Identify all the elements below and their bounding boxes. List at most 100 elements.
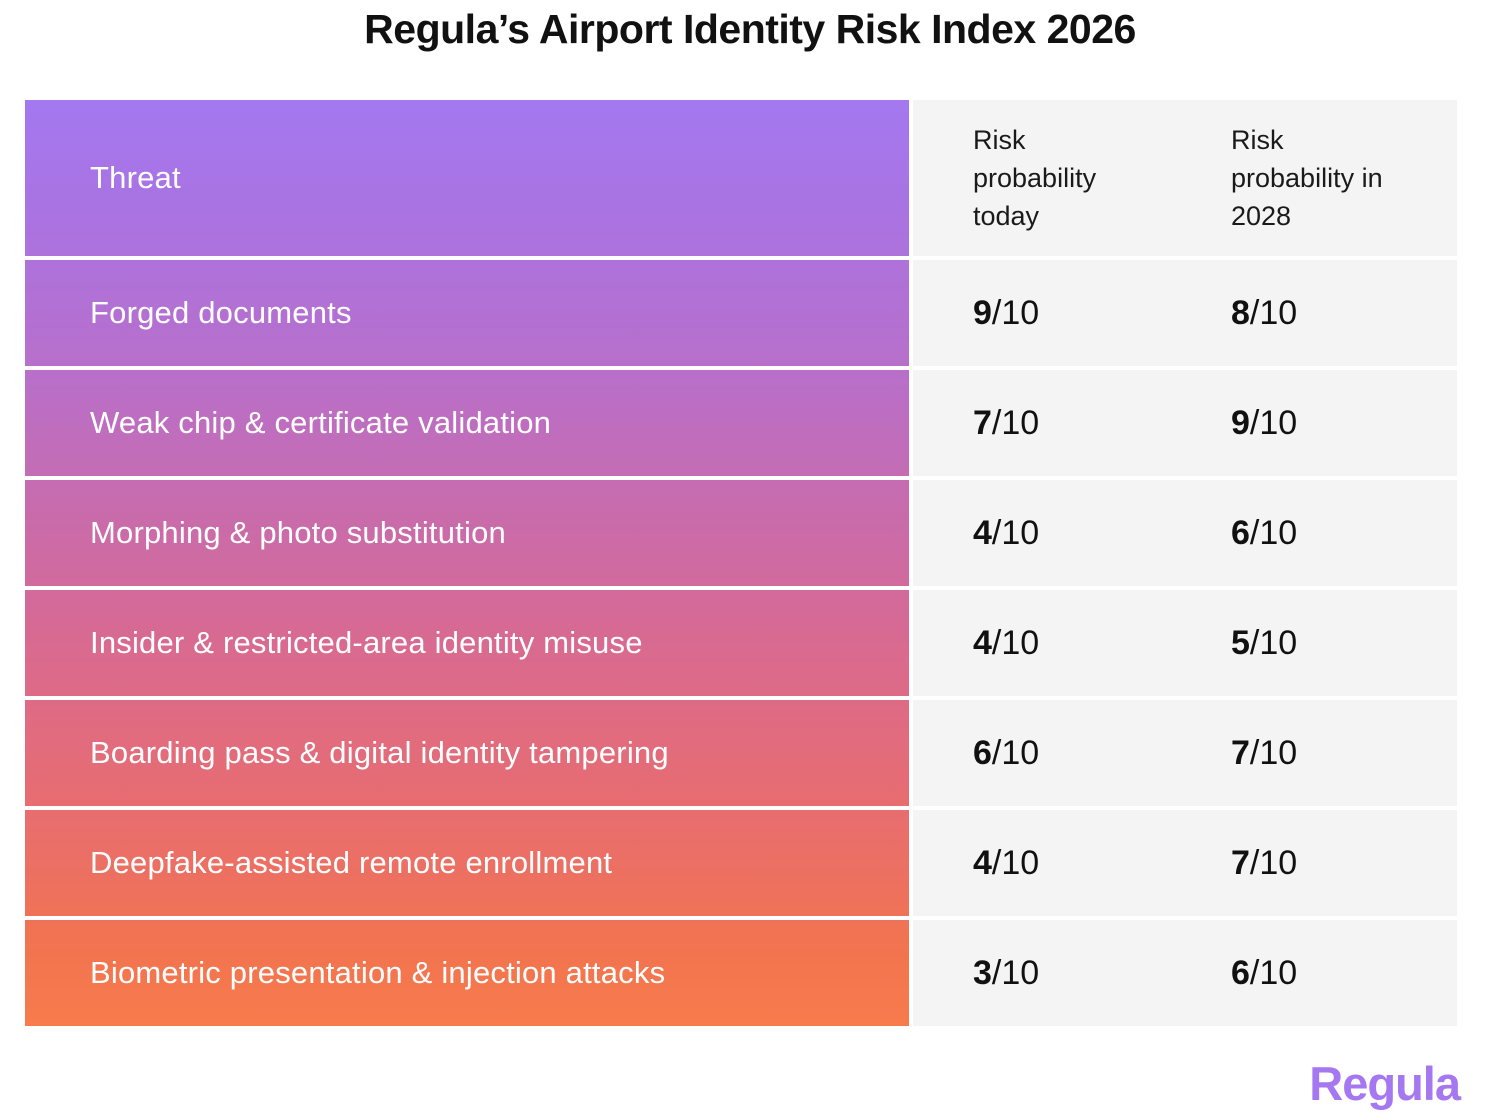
threat-cell: Boarding pass & digital identity tamperi…	[25, 700, 909, 806]
threat-label: Biometric presentation & injection attac…	[90, 955, 666, 990]
score-number: 5	[1231, 623, 1250, 662]
score-today: 4/10	[973, 514, 1039, 553]
score-today: 3/10	[973, 954, 1039, 993]
column-divider	[909, 920, 913, 1026]
table-row: Deepfake-assisted remote enrollment 4/10…	[25, 810, 1457, 916]
value-2028: 5/10	[1171, 590, 1457, 696]
score-unit: /10	[1249, 953, 1298, 992]
threat-cell: Insider & restricted-area identity misus…	[25, 590, 909, 696]
score-number: 3	[973, 953, 992, 992]
threat-label: Forged documents	[90, 295, 352, 330]
score-number: 7	[1231, 843, 1250, 882]
score-number: 9	[973, 293, 992, 332]
threat-cell: Morphing & photo substitution	[25, 480, 909, 586]
score-unit: /10	[1249, 513, 1298, 552]
values-cell: 4/10 7/10	[913, 810, 1457, 916]
column-divider	[909, 260, 913, 366]
table-row: Morphing & photo substitution 4/10 6/10	[25, 480, 1457, 586]
header-threat-label: Threat	[90, 160, 181, 195]
score-unit: /10	[991, 953, 1040, 992]
threat-cell: Weak chip & certificate validation	[25, 370, 909, 476]
page-title: Regula’s Airport Identity Risk Index 202…	[364, 6, 1136, 52]
score-number: 9	[1231, 403, 1250, 442]
value-2028: 8/10	[1171, 260, 1457, 366]
score-unit: /10	[991, 513, 1040, 552]
value-2028: 6/10	[1171, 920, 1457, 1026]
score-number: 4	[973, 843, 992, 882]
table-row: Biometric presentation & injection attac…	[25, 920, 1457, 1026]
threat-cell: Biometric presentation & injection attac…	[25, 920, 909, 1026]
score-2028: 8/10	[1231, 294, 1297, 333]
score-today: 9/10	[973, 294, 1039, 333]
score-unit: /10	[1249, 733, 1298, 772]
column-divider	[909, 590, 913, 696]
threat-cell: Forged documents	[25, 260, 909, 366]
values-cell: 7/10 9/10	[913, 370, 1457, 476]
regula-logo: Regula	[1309, 1057, 1461, 1110]
row-divider	[25, 916, 1457, 920]
row-divider	[25, 696, 1457, 700]
score-unit: /10	[1249, 403, 1298, 442]
threat-label: Insider & restricted-area identity misus…	[90, 625, 643, 660]
score-number: 4	[973, 513, 992, 552]
table-row: Weak chip & certificate validation 7/10 …	[25, 370, 1457, 476]
column-divider	[909, 100, 913, 256]
value-2028: 7/10	[1171, 700, 1457, 806]
score-number: 6	[973, 733, 992, 772]
table-row: Insider & restricted-area identity misus…	[25, 590, 1457, 696]
row-divider	[25, 476, 1457, 480]
score-today: 6/10	[973, 734, 1039, 773]
values-cell: 9/10 8/10	[913, 260, 1457, 366]
threat-cell: Deepfake-assisted remote enrollment	[25, 810, 909, 916]
score-number: 7	[973, 403, 992, 442]
score-2028: 6/10	[1231, 954, 1297, 993]
column-divider	[909, 700, 913, 806]
threat-label: Weak chip & certificate validation	[90, 405, 552, 440]
score-today: 7/10	[973, 404, 1039, 443]
score-unit: /10	[1249, 293, 1298, 332]
value-today: 3/10	[913, 920, 1171, 1026]
values-cell: 4/10 6/10	[913, 480, 1457, 586]
value-2028: 7/10	[1171, 810, 1457, 916]
score-unit: /10	[991, 843, 1040, 882]
score-2028: 7/10	[1231, 844, 1297, 883]
value-today: 9/10	[913, 260, 1171, 366]
value-today: 4/10	[913, 480, 1171, 586]
column-divider	[909, 810, 913, 916]
threat-label: Boarding pass & digital identity tamperi…	[90, 735, 669, 770]
header-threat-cell: Threat	[25, 100, 909, 256]
value-today: 4/10	[913, 810, 1171, 916]
column-divider	[909, 480, 913, 586]
header-values-cell: Risk probability today Risk probability …	[913, 100, 1457, 256]
table-header-row: Threat Risk probability today Risk proba…	[25, 100, 1457, 256]
value-2028: 9/10	[1171, 370, 1457, 476]
value-today: 4/10	[913, 590, 1171, 696]
row-divider	[25, 256, 1457, 260]
score-unit: /10	[991, 293, 1040, 332]
column-divider	[909, 370, 913, 476]
score-unit: /10	[1249, 623, 1298, 662]
threat-label: Deepfake-assisted remote enrollment	[90, 845, 613, 880]
score-2028: 7/10	[1231, 734, 1297, 773]
score-unit: /10	[991, 733, 1040, 772]
values-cell: 3/10 6/10	[913, 920, 1457, 1026]
score-number: 6	[1231, 953, 1250, 992]
score-unit: /10	[991, 403, 1040, 442]
header-col-2028-label: Risk probability in 2028	[1231, 125, 1383, 231]
header-col-today-label: Risk probability today	[973, 125, 1097, 231]
row-divider	[25, 806, 1457, 810]
score-number: 6	[1231, 513, 1250, 552]
header-col-2028: Risk probability in 2028	[1171, 100, 1457, 256]
score-2028: 5/10	[1231, 624, 1297, 663]
values-cell: 4/10 5/10	[913, 590, 1457, 696]
score-number: 4	[973, 623, 992, 662]
value-2028: 6/10	[1171, 480, 1457, 586]
score-2028: 6/10	[1231, 514, 1297, 553]
risk-table: Threat Risk probability today Risk proba…	[25, 100, 1457, 1026]
score-number: 8	[1231, 293, 1250, 332]
threat-label: Morphing & photo substitution	[90, 515, 506, 550]
table-row: Forged documents 9/10 8/10	[25, 260, 1457, 366]
value-today: 7/10	[913, 370, 1171, 476]
score-2028: 9/10	[1231, 404, 1297, 443]
